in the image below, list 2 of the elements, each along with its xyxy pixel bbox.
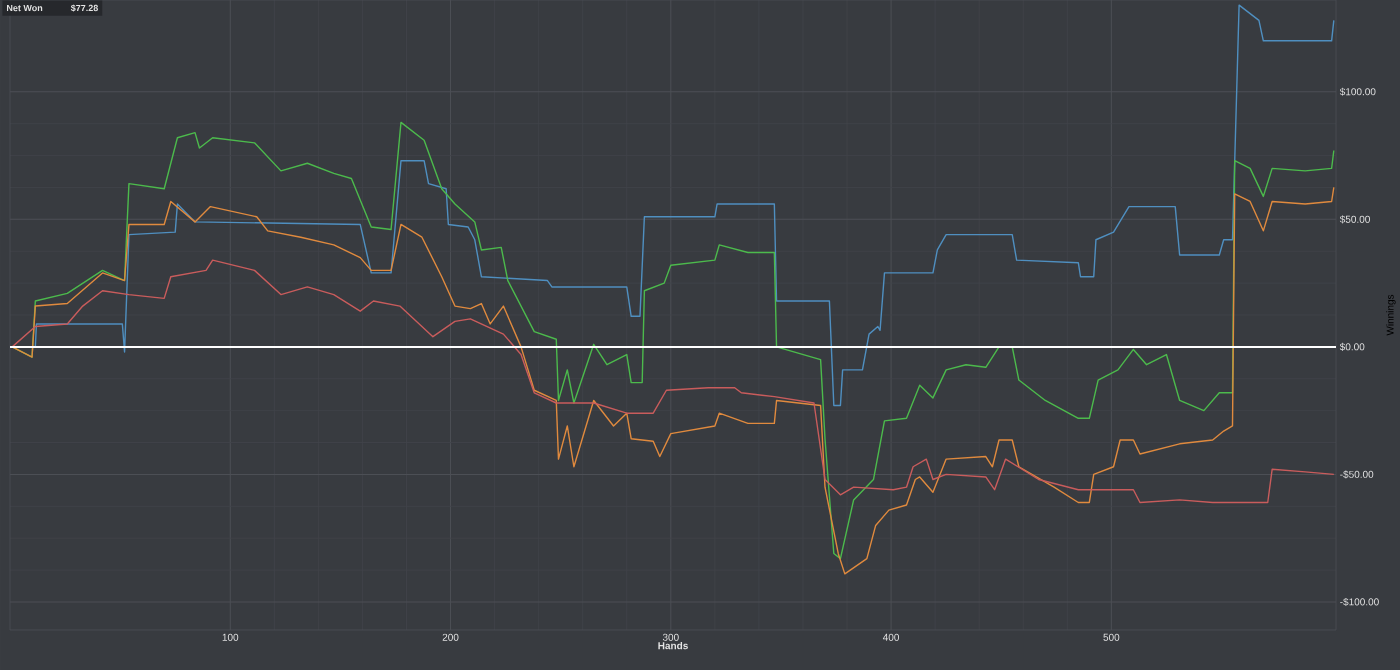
line-series: [11, 186, 1335, 575]
line-series: [11, 259, 1335, 504]
